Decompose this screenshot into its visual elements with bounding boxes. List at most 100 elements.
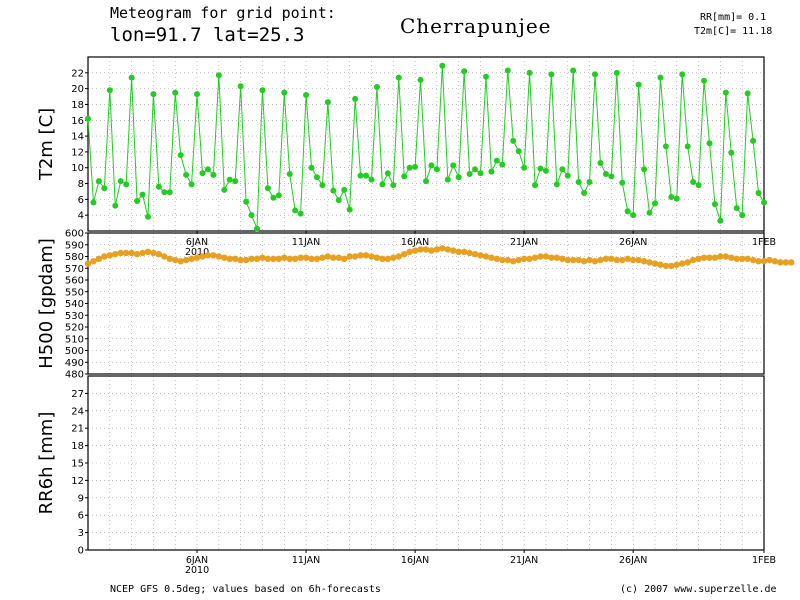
data-point-h500 <box>112 250 119 258</box>
data-point-h500 <box>651 260 659 267</box>
data-point-h500 <box>182 256 190 264</box>
data-point-h500 <box>586 256 593 264</box>
data-point-t2m <box>564 172 571 179</box>
data-point-h500 <box>199 253 206 260</box>
data-point-t2m <box>363 172 370 179</box>
data-point-t2m <box>717 217 724 224</box>
data-point-h500 <box>133 250 141 258</box>
data-point-h500 <box>531 254 539 261</box>
data-point-t2m <box>521 164 528 171</box>
data-point-h500 <box>161 253 168 260</box>
data-point-t2m <box>537 165 544 172</box>
data-point-t2m <box>166 189 173 196</box>
data-point-t2m <box>270 194 277 201</box>
data-point-t2m <box>373 84 380 91</box>
data-point-t2m <box>733 205 740 212</box>
data-point-t2m <box>461 68 468 75</box>
data-point-t2m <box>711 201 718 208</box>
data-point-t2m <box>303 91 310 98</box>
data-point-t2m <box>275 192 282 199</box>
data-point-h500 <box>619 256 626 264</box>
meteogram-heading: Meteogram for grid point: <box>110 4 336 22</box>
data-point-h500 <box>575 256 582 264</box>
location-name: Cherrapunjee <box>400 14 552 38</box>
data-point-h500 <box>308 255 315 263</box>
data-point-h500 <box>313 255 321 263</box>
data-point-h500 <box>384 255 392 263</box>
data-point-t2m <box>739 212 746 219</box>
data-point-t2m <box>226 176 233 183</box>
data-point-t2m <box>510 137 517 144</box>
data-point-h500 <box>782 259 790 266</box>
y-tick-label: 550 <box>65 287 84 298</box>
data-point-h500 <box>515 256 522 264</box>
data-point-t2m <box>281 89 288 96</box>
data-point-h500 <box>215 253 223 260</box>
data-point-h500 <box>172 256 179 264</box>
data-point-t2m <box>472 166 479 173</box>
data-point-h500 <box>722 253 730 260</box>
data-point-t2m <box>488 168 495 175</box>
data-point-h500 <box>439 245 446 252</box>
data-point-h500 <box>270 255 277 263</box>
data-point-h500 <box>455 248 462 255</box>
data-point-h500 <box>90 258 97 265</box>
y-tick-label: 6 <box>78 511 84 522</box>
data-point-t2m <box>668 193 675 200</box>
data-point-t2m <box>630 212 637 219</box>
y-tick-label: 10 <box>71 163 84 174</box>
data-point-t2m <box>139 191 146 198</box>
data-point-t2m <box>570 67 577 74</box>
data-point-t2m <box>368 176 375 183</box>
data-point-t2m <box>679 71 686 78</box>
data-point-h500 <box>188 255 195 263</box>
data-point-t2m <box>493 157 500 164</box>
data-point-t2m <box>188 181 195 188</box>
y-tick-label: 530 <box>65 311 84 322</box>
y-tick-label: 24 <box>71 406 84 417</box>
data-point-h500 <box>471 250 479 258</box>
x-tick-label: 6JAN <box>186 555 208 566</box>
x-tick-label: 11JAN <box>292 237 320 248</box>
data-point-t2m <box>221 186 228 193</box>
data-point-t2m <box>346 206 353 213</box>
data-point-h500 <box>668 262 675 270</box>
y-tick-label: 4 <box>78 211 84 222</box>
y-tick-label: 520 <box>65 323 84 334</box>
x-tick-label: 11JAN <box>292 555 320 566</box>
data-point-h500 <box>122 249 130 257</box>
data-point-h500 <box>210 252 217 259</box>
data-point-t2m <box>406 164 413 171</box>
data-point-t2m <box>254 225 260 232</box>
data-point-h500 <box>248 255 255 263</box>
data-point-t2m <box>477 170 484 177</box>
data-point-t2m <box>651 200 658 207</box>
data-point-h500 <box>433 246 441 253</box>
data-point-t2m <box>199 170 206 177</box>
data-point-t2m <box>379 181 386 188</box>
y-tick-label: 21 <box>71 424 84 435</box>
data-point-t2m <box>117 178 124 185</box>
data-point-t2m <box>210 171 217 178</box>
data-point-t2m <box>559 166 566 173</box>
data-point-t2m <box>662 143 669 150</box>
data-point-t2m <box>297 210 304 217</box>
data-point-t2m <box>657 74 664 81</box>
y-tick-label: 580 <box>65 252 84 263</box>
data-point-h500 <box>526 255 533 263</box>
data-point-t2m <box>750 137 757 144</box>
data-point-t2m <box>341 186 348 193</box>
data-point-t2m <box>466 171 473 178</box>
data-point-t2m <box>444 176 451 183</box>
y-axis-label: T2m [C] <box>36 108 57 181</box>
data-point-h500 <box>237 256 244 264</box>
data-point-h500 <box>368 253 375 260</box>
data-point-t2m <box>232 178 239 185</box>
data-point-h500 <box>95 255 103 263</box>
data-point-t2m <box>401 173 408 180</box>
data-point-t2m <box>243 198 250 205</box>
data-point-t2m <box>172 89 179 96</box>
data-point-h500 <box>608 255 615 263</box>
data-point-t2m <box>177 152 184 159</box>
